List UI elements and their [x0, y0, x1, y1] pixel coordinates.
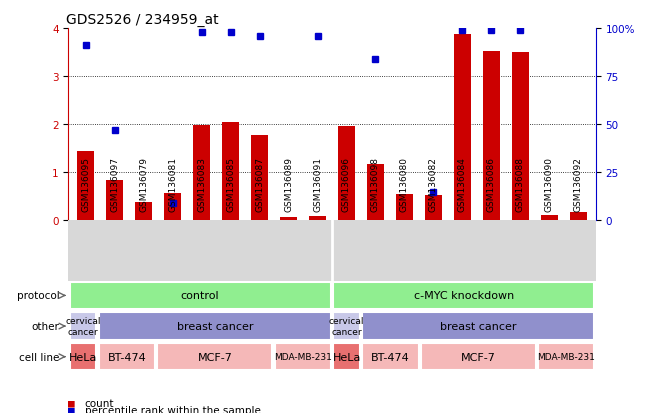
Text: ■: ■: [68, 405, 82, 413]
Text: control: control: [181, 291, 219, 301]
Bar: [363, 343, 419, 370]
Text: other: other: [32, 321, 60, 331]
Text: c-MYC knockdown: c-MYC knockdown: [414, 291, 514, 301]
Text: HeLa: HeLa: [333, 352, 361, 362]
Bar: [421, 343, 536, 370]
Bar: [512, 53, 529, 221]
Bar: [538, 343, 594, 370]
Bar: [482, 52, 500, 221]
Bar: [396, 195, 413, 221]
Bar: [70, 282, 331, 309]
Bar: [540, 215, 558, 221]
Text: GDS2526 / 234959_at: GDS2526 / 234959_at: [66, 12, 218, 26]
Bar: [333, 313, 360, 340]
Bar: [338, 127, 355, 221]
Text: MCF-7: MCF-7: [461, 352, 496, 362]
Text: ■: ■: [68, 398, 82, 408]
Bar: [70, 313, 96, 340]
Text: MDA-MB-231: MDA-MB-231: [538, 352, 595, 361]
Text: cervical
cancer: cervical cancer: [329, 317, 365, 336]
Bar: [222, 123, 240, 221]
Bar: [70, 343, 96, 370]
Bar: [363, 313, 594, 340]
Bar: [164, 193, 182, 221]
Bar: [251, 136, 268, 221]
Bar: [367, 165, 384, 221]
Text: BT-474: BT-474: [371, 352, 410, 362]
Bar: [158, 343, 272, 370]
Text: percentile rank within the sample: percentile rank within the sample: [85, 405, 260, 413]
Bar: [309, 216, 326, 221]
Text: cell line: cell line: [19, 352, 60, 362]
Bar: [106, 180, 124, 221]
Bar: [333, 282, 594, 309]
Text: protocol: protocol: [17, 291, 60, 301]
Text: breast cancer: breast cancer: [176, 321, 253, 331]
Bar: [275, 343, 331, 370]
Text: count: count: [85, 398, 114, 408]
Bar: [135, 203, 152, 221]
Text: MDA-MB-231: MDA-MB-231: [274, 352, 331, 361]
Text: HeLa: HeLa: [69, 352, 97, 362]
Bar: [77, 151, 94, 221]
Bar: [454, 35, 471, 221]
Text: breast cancer: breast cancer: [440, 321, 517, 331]
Bar: [280, 217, 298, 221]
Text: cervical
cancer: cervical cancer: [65, 317, 101, 336]
Bar: [570, 212, 587, 221]
Text: BT-474: BT-474: [107, 352, 146, 362]
Bar: [99, 313, 331, 340]
Bar: [99, 343, 155, 370]
Bar: [333, 343, 360, 370]
Text: MCF-7: MCF-7: [197, 352, 232, 362]
Bar: [424, 196, 442, 221]
Bar: [193, 126, 210, 221]
